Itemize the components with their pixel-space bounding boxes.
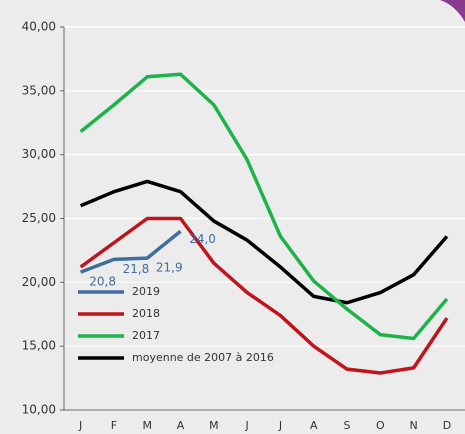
series-line [79, 216, 449, 375]
y-tick-label: 40,00 [22, 20, 56, 34]
data-label: 21,9 [156, 261, 183, 275]
x-tick-label: M [209, 419, 219, 432]
x-tick-label: D [443, 419, 451, 432]
y-tick-label: 15,00 [22, 339, 56, 353]
y-tick-label: 35,00 [22, 83, 56, 97]
legend-label: 2018 [132, 307, 160, 320]
x-tick-label: N [410, 419, 418, 432]
legend-label: moyenne de 2007 à 2016 [132, 351, 274, 364]
y-tick-label: 25,00 [22, 211, 56, 225]
x-tick-label: M [143, 419, 153, 432]
y-tick-label: 10,00 [22, 403, 56, 417]
series-line [79, 72, 449, 341]
x-tick-label: F [111, 419, 117, 432]
x-tick-label: O [376, 419, 385, 432]
legend-label: 2019 [132, 285, 160, 298]
data-label: 24,0 [189, 232, 216, 246]
legend-label: 2017 [132, 329, 160, 342]
x-tick-label: S [344, 419, 351, 432]
y-tick-label: 30,00 [22, 147, 56, 161]
corner-decoration [440, 0, 465, 22]
series-line [80, 229, 182, 274]
x-tick-label: J [78, 419, 82, 432]
x-tick-label: J [245, 419, 249, 432]
x-tick-label: A [310, 419, 318, 432]
data-label: 21,8 [123, 262, 150, 276]
series-line [79, 179, 449, 305]
x-tick-label: A [177, 419, 185, 432]
y-tick-label: 20,00 [22, 275, 56, 289]
data-label: 20,8 [89, 275, 116, 289]
x-tick-label: J [278, 419, 282, 432]
